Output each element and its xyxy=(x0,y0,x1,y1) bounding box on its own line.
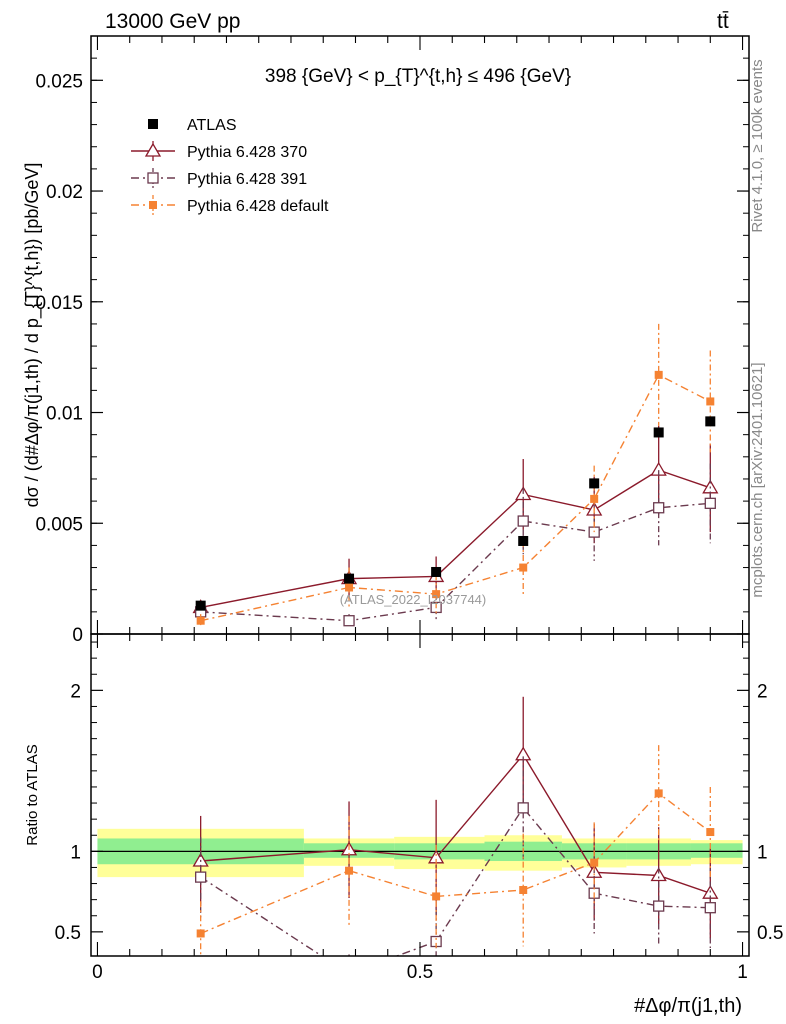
ratio-y-axis: 0.5 0.5 1 1 2 2 xyxy=(55,641,783,944)
main-p391-point xyxy=(704,497,716,509)
legend-marker-p391 xyxy=(147,172,159,184)
main-atlas-point xyxy=(518,535,529,546)
main-p391-point xyxy=(343,615,355,627)
ratio-series-group xyxy=(192,696,719,956)
ratio-pdef-point xyxy=(706,828,715,837)
ratio-pdef-point xyxy=(196,929,205,938)
main-series-group xyxy=(192,323,719,628)
ratio-y-tick-label: 2 xyxy=(70,681,81,702)
main-y-axis: 0 0.005 0.01 0.015 0.02 0.025 xyxy=(35,35,749,646)
main-atlas-point xyxy=(589,478,600,489)
mcplots-label: mcplots.cern.ch [arXiv:2401.10621] xyxy=(749,362,766,597)
main-pdef-point xyxy=(345,583,354,592)
main-atlas-point xyxy=(653,427,664,438)
legend-label-p370: Pythia 6.428 370 xyxy=(187,144,307,161)
main-p391-point xyxy=(517,515,529,527)
process-label: tt̄ xyxy=(717,10,729,33)
main-pdef-point xyxy=(590,494,599,503)
ratio-y-tick-label-right: 0.5 xyxy=(757,923,783,944)
x-tick-label: 1 xyxy=(737,962,748,983)
ratio-pdef-point xyxy=(519,885,528,894)
ratio-y-tick-label: 0.5 xyxy=(55,923,81,944)
main-y-tick-label: 0 xyxy=(72,625,83,646)
legend-marker-pdef xyxy=(149,201,157,209)
legend-label-pdef: Pythia 6.428 default xyxy=(187,198,329,215)
main-p391-point xyxy=(653,502,665,514)
x-axis-label: #Δφ/π(j1,th) xyxy=(634,995,742,1017)
ratio-y-tick-label-right: 1 xyxy=(757,842,768,863)
ratio-y-axis-label: Ratio to ATLAS xyxy=(24,744,41,845)
main-y-tick-label: 0.015 xyxy=(35,293,83,314)
main-y-axis-label: dσ / (d#Δφ/π(j1,th) / d p_{T}^{t,h}) [pb… xyxy=(22,163,43,508)
main-y-tick-label: 0.01 xyxy=(46,404,83,425)
ratio-panel-frame xyxy=(90,633,750,957)
legend-marker-atlas xyxy=(148,119,158,129)
ratio-pdef-point xyxy=(345,866,354,875)
main-panel-content xyxy=(192,323,719,628)
main-y-tick-label: 0.005 xyxy=(35,514,83,535)
x-axis: 0 0.5 1 xyxy=(92,36,748,983)
main-pdef-point xyxy=(196,616,205,625)
main-pdef-point xyxy=(706,397,715,406)
main-pdef-point xyxy=(432,590,441,599)
legend-label-p391: Pythia 6.428 391 xyxy=(187,171,307,188)
x-tick-label: 0 xyxy=(92,962,103,983)
ratio-y-tick-label: 1 xyxy=(70,842,81,863)
ratio-y-tick-label-right: 2 xyxy=(757,681,768,702)
main-atlas-point xyxy=(431,566,442,577)
x-tick-label: 0.5 xyxy=(407,962,433,983)
plot-title: 398 {GeV} < p_{T}^{t,h} ≤ 496 {GeV} xyxy=(265,66,571,87)
main-atlas-point xyxy=(195,600,206,611)
legend-label-atlas: ATLAS xyxy=(187,117,237,134)
ratio-p370-point xyxy=(650,867,667,882)
rivet-label: Rivet 4.1.0, ≥ 100k events xyxy=(749,59,766,232)
main-pdef-point xyxy=(519,563,528,572)
main-pdef-line xyxy=(200,373,711,622)
main-atlas-point xyxy=(344,573,355,584)
main-pdef-point xyxy=(654,370,663,379)
main-y-tick-label: 0.025 xyxy=(35,71,83,92)
ratio-pdef-point xyxy=(590,858,599,867)
ratio-p391-point xyxy=(195,871,207,883)
ratio-p391-point xyxy=(704,902,716,914)
ratio-panel-content xyxy=(192,696,719,956)
ratio-stat-uncertainty-band xyxy=(690,843,743,858)
ratio-pdef-point xyxy=(654,789,663,798)
ratio-p391-point xyxy=(517,802,529,814)
legend-marker-p370 xyxy=(144,142,162,157)
analysis-watermark: (ATLAS_2022_I2037744) xyxy=(340,592,486,607)
beam-label: 13000 GeV pp xyxy=(105,10,240,33)
main-atlas-point xyxy=(705,416,716,427)
ratio-pdef-point xyxy=(432,892,441,901)
legend: ATLAS Pythia 6.428 370 Pythia 6.428 391 Pyt… xyxy=(131,117,329,215)
main-p370-line xyxy=(200,469,711,609)
main-y-tick-label: 0.02 xyxy=(46,182,83,203)
ratio-bands xyxy=(91,828,749,878)
ratio-p391-point xyxy=(653,900,665,912)
